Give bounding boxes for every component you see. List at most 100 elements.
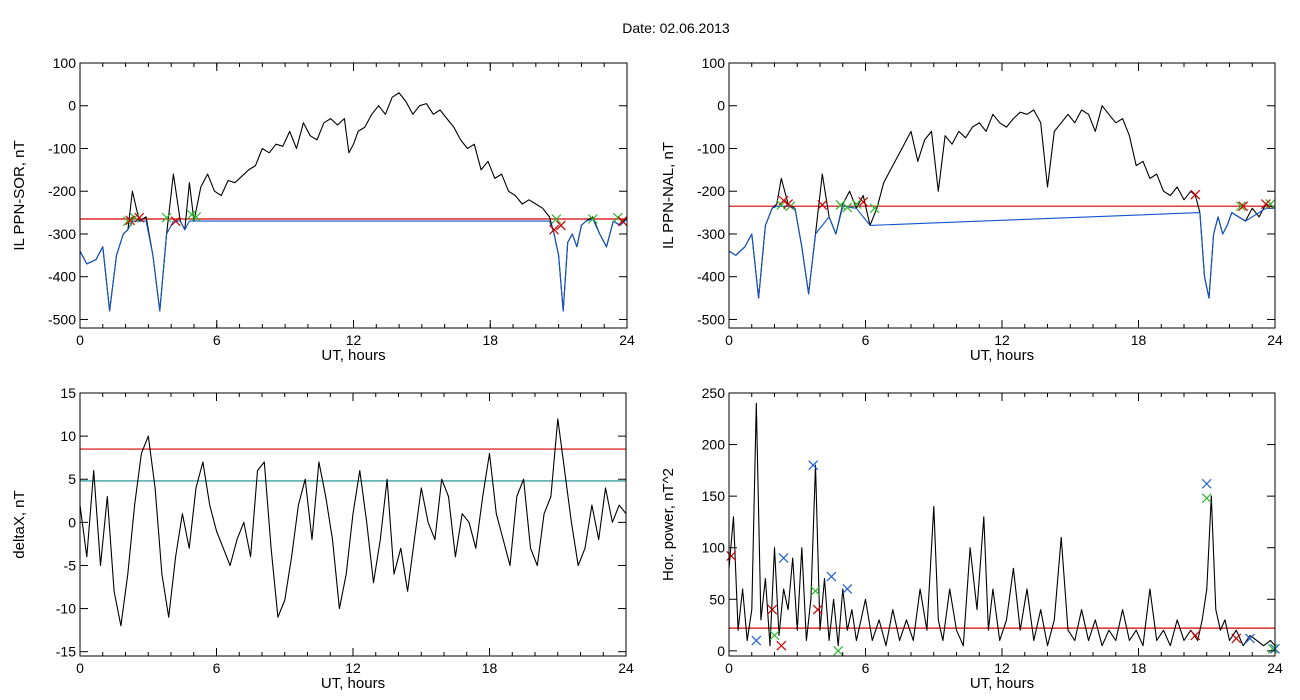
series-line-0 xyxy=(79,418,627,627)
y-tick-label: -300 xyxy=(697,226,725,242)
marker-point xyxy=(826,571,837,582)
x-tick-label: 18 xyxy=(482,332,498,348)
y-tick-label: -5 xyxy=(64,557,77,573)
plot-frame xyxy=(79,392,627,657)
x-tick-label: 0 xyxy=(76,660,84,676)
marker-point xyxy=(726,551,737,561)
y-tick-label: 0 xyxy=(717,98,725,114)
x-tick-label: 0 xyxy=(76,332,84,348)
x-tick-label: 6 xyxy=(862,660,870,676)
marker-point xyxy=(778,195,789,206)
marker-point xyxy=(812,604,823,615)
marker-point xyxy=(551,214,562,224)
marker-point xyxy=(129,212,140,223)
marker-point xyxy=(1245,633,1255,644)
marker-point xyxy=(1201,478,1212,489)
marker-point xyxy=(858,196,869,207)
x-tick-label: 6 xyxy=(213,660,221,676)
marker-point xyxy=(1265,199,1276,209)
x-axis-label: UT, hours xyxy=(321,675,385,692)
marker-point xyxy=(549,224,559,235)
marker-point xyxy=(134,212,145,223)
y-tick-label: -15 xyxy=(56,644,76,660)
panel-hor-power: 0 6 12 18 24 250 200 150 100 50 0 UT, hours Hor. p… xyxy=(660,385,1283,692)
y-tick-label: -100 xyxy=(48,140,76,156)
marker-point xyxy=(1238,201,1249,212)
marker-point xyxy=(833,645,844,656)
y-tick-label: -400 xyxy=(697,269,725,285)
y-tick-label: 0 xyxy=(717,643,725,659)
marker-point xyxy=(555,220,566,231)
plot-frame xyxy=(728,392,1276,657)
marker-point xyxy=(817,199,828,210)
marker-point xyxy=(869,203,880,214)
marker-point xyxy=(769,630,780,641)
marker-point xyxy=(161,212,172,223)
marker-point xyxy=(1190,630,1201,641)
marker-point xyxy=(170,216,181,227)
x-axis-label: UT, hours xyxy=(321,347,385,364)
y-tick-label: 5 xyxy=(68,471,76,487)
x-tick-label: 24 xyxy=(619,332,635,348)
y-tick-label: -500 xyxy=(697,311,725,327)
y-axis-label: deltaX, nT xyxy=(11,490,28,558)
series-line-1 xyxy=(728,205,1275,299)
y-tick-label: 50 xyxy=(709,591,725,607)
x-tick-label: 18 xyxy=(482,660,498,676)
marker-point xyxy=(842,584,853,594)
y-axis-label: IL PPN-SOR, nT xyxy=(11,140,28,250)
series-line-0 xyxy=(728,402,1276,647)
x-tick-label: 12 xyxy=(994,332,1010,348)
marker-point xyxy=(835,199,846,210)
marker-point xyxy=(1235,201,1246,212)
y-tick-label: 100 xyxy=(53,55,77,71)
y-tick-label: -10 xyxy=(56,601,76,617)
marker-point xyxy=(776,640,787,651)
y-tick-label: 150 xyxy=(702,488,726,504)
y-tick-label: 15 xyxy=(60,385,76,401)
x-tick-label: 18 xyxy=(1131,660,1147,676)
marker-point xyxy=(1201,493,1212,504)
marker-point xyxy=(191,211,202,222)
marker-point xyxy=(751,635,762,646)
marker-point xyxy=(1260,199,1271,209)
y-tick-label: -500 xyxy=(48,311,76,327)
x-tick-label: 24 xyxy=(1267,660,1283,676)
y-tick-label: 0 xyxy=(68,514,76,530)
marker-point xyxy=(778,553,789,563)
x-tick-label: 12 xyxy=(346,332,362,348)
x-axis-label: UT, hours xyxy=(970,675,1034,692)
marker-point xyxy=(808,460,819,471)
y-tick-label: 10 xyxy=(60,428,76,444)
marker-point xyxy=(767,604,778,615)
marker-point xyxy=(851,199,862,209)
x-tick-label: 0 xyxy=(725,332,733,348)
y-tick-label: -200 xyxy=(697,183,725,199)
marker-point xyxy=(842,202,853,213)
y-tick-label: -100 xyxy=(697,140,725,156)
y-tick-label: 0 xyxy=(68,98,76,114)
x-tick-label: 12 xyxy=(994,660,1010,676)
y-tick-label: 250 xyxy=(702,385,726,401)
series-line-0 xyxy=(728,105,1276,299)
x-tick-label: 0 xyxy=(725,660,733,676)
panel-ppn-sor: 0 6 12 18 24 100 0 -100 -200 -300 -400 -500 UT, hou… xyxy=(11,55,635,364)
plot-frame xyxy=(728,62,1276,329)
series-line-1 xyxy=(79,218,628,312)
marker-point xyxy=(587,214,598,224)
panel-deltax: 0 6 12 18 24 15 10 5 0 -5 -10 -15 UT, hours deltaX,… xyxy=(11,385,634,692)
marker-point xyxy=(612,212,623,223)
marker-point xyxy=(617,216,628,227)
y-tick-label: -300 xyxy=(48,226,76,242)
marker-point xyxy=(1190,189,1201,200)
y-tick-label: -200 xyxy=(48,183,76,199)
x-tick-label: 24 xyxy=(1267,332,1283,348)
panel-ppn-nal: 0 6 12 18 24 100 0 -100 -200 -300 -400 -500 UT, hou… xyxy=(660,55,1283,364)
x-tick-label: 12 xyxy=(345,660,361,676)
y-tick-label: 100 xyxy=(702,540,726,556)
x-tick-label: 6 xyxy=(213,332,221,348)
marker-point xyxy=(783,199,794,209)
y-tick-label: -400 xyxy=(48,269,76,285)
marker-point xyxy=(810,586,821,596)
